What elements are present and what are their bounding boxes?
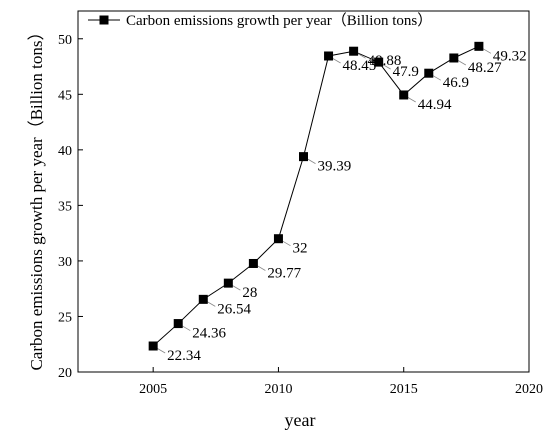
data-label: 44.94 [418,97,452,113]
data-label: 28 [242,285,257,301]
data-label: 32 [292,241,307,257]
y-tick-label: 50 [58,33,72,48]
data-label: 22.34 [167,348,201,364]
data-point [399,90,409,100]
data-label: 39.39 [318,159,352,175]
data-label: 26.54 [217,301,251,317]
legend-label: Carbon emissions growth per year（Billion… [126,12,432,29]
label-leader-lines [152,45,492,354]
series-markers [148,41,484,351]
data-point [173,319,183,329]
data-label: 46.9 [443,75,469,91]
legend: Carbon emissions growth per year（Billion… [88,12,432,29]
plot-frame [77,10,530,373]
data-label: 48.45 [343,58,377,74]
y-tick-label: 45 [58,88,72,103]
y-tick-label: 40 [58,144,72,159]
data-point [474,41,484,51]
y-tick-label: 30 [58,255,72,270]
data-label: 49.32 [493,48,527,64]
x-tick-label: 2020 [515,382,543,397]
data-point [248,258,258,268]
data-point [449,53,459,63]
data-point [223,278,233,288]
data-point [374,57,384,67]
data-label: 48.27 [468,60,502,76]
y-axis-label: Carbon emissions growth per year（Billion… [27,23,46,370]
y-tick-label: 35 [58,199,72,214]
legend-marker-icon [99,15,109,25]
x-tick-label: 2015 [390,382,418,397]
data-point [198,294,208,304]
data-label: 48.88 [368,53,402,69]
data-point [299,152,308,162]
y-tick-label: 20 [58,366,72,381]
data-point [324,51,334,61]
y-tick-label: 25 [58,310,72,325]
data-label: 47.9 [393,64,419,80]
x-axis-label: year [285,410,316,430]
data-point [424,68,434,78]
x-tick-label: 2005 [139,382,167,397]
data-point [273,234,283,244]
data-labels: 22.3424.3626.542829.773239.3948.4548.884… [167,48,526,364]
data-point [349,46,359,56]
data-label: 24.36 [192,326,226,342]
x-tick-label: 2010 [264,382,292,397]
data-point [148,341,158,351]
data-label: 29.77 [267,265,301,281]
